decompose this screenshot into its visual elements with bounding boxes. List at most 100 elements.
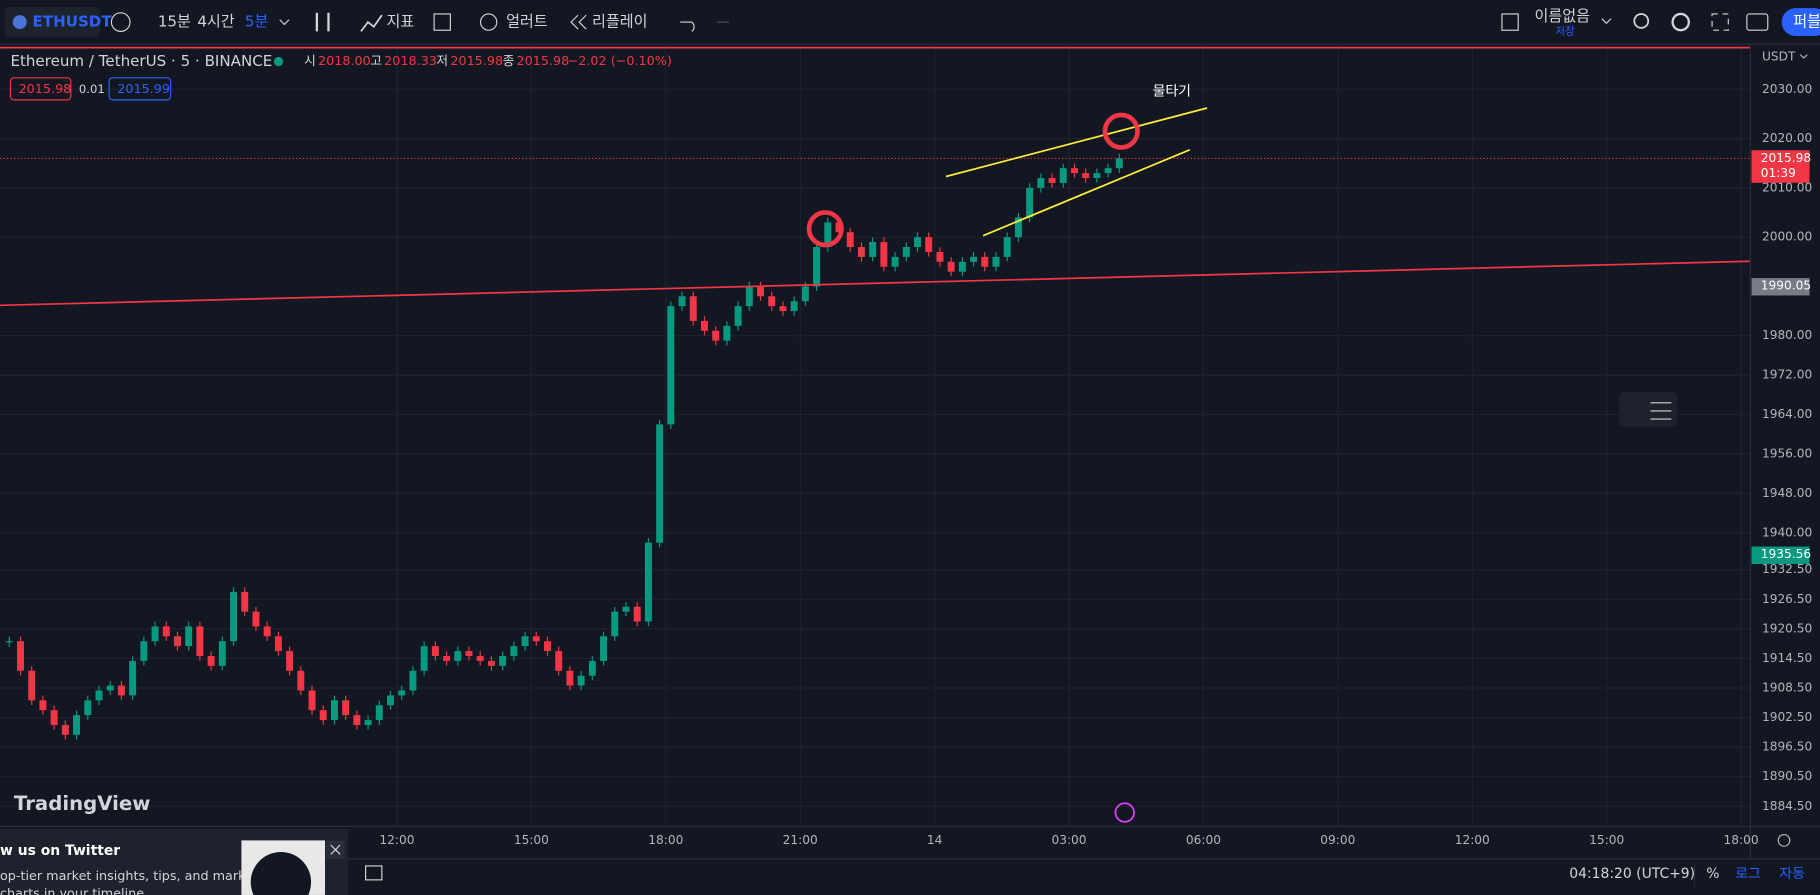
candle (521, 636, 529, 647)
candle (914, 237, 921, 248)
candle (757, 286, 765, 297)
candle (28, 670, 36, 701)
search-button[interactable] (1633, 13, 1650, 29)
high-label: 고 (370, 54, 382, 69)
x-tick-label: 03:00 (1051, 833, 1086, 847)
log-toggle[interactable]: 로그 (1735, 866, 1761, 882)
chart-type-button[interactable] (315, 12, 330, 32)
candle (1037, 178, 1045, 188)
interval-5m[interactable]: 5분 (245, 13, 269, 31)
open-label: 시 (304, 54, 316, 69)
candle (880, 242, 888, 267)
plot (0, 153, 1751, 740)
candle (84, 700, 92, 716)
trend-line-red (0, 260, 1751, 307)
candle (454, 651, 462, 661)
currency-label[interactable]: USDT (1762, 49, 1796, 63)
axis-settings[interactable] (1777, 834, 1791, 847)
layout-name[interactable]: 이름없음 (1534, 7, 1590, 25)
y-tick-label: 1932.50 (1762, 562, 1812, 576)
y-tick-label: 2020.00 (1762, 131, 1812, 145)
indicators-button[interactable]: 지표 (387, 13, 415, 31)
interval-dropdown[interactable] (279, 19, 290, 26)
candle (252, 611, 260, 627)
replay-icon (570, 14, 587, 30)
candle (970, 256, 978, 262)
candle (667, 306, 675, 425)
candle (902, 247, 910, 257)
candle (185, 626, 193, 647)
y-tick-label: 1980.00 (1762, 328, 1812, 342)
x-tick-label: 06:00 (1186, 833, 1221, 847)
alert-button[interactable]: 얼러트 (506, 13, 548, 31)
publish-label[interactable]: 퍼블 (1793, 13, 1820, 31)
undo-button[interactable] (680, 21, 695, 32)
date-range-button[interactable] (365, 865, 383, 881)
interval-15m[interactable]: 15분 (158, 13, 191, 31)
candle (633, 606, 641, 622)
candle (869, 242, 877, 257)
candle (409, 670, 417, 691)
candle (420, 646, 428, 671)
trend-line-lower[interactable] (982, 148, 1191, 237)
candle (487, 660, 495, 666)
candle (947, 261, 955, 272)
candle (297, 670, 305, 691)
price-label-box (1751, 150, 1810, 183)
y-tick-label: 1972.00 (1762, 368, 1812, 382)
candle (577, 675, 585, 686)
templates-button[interactable] (433, 13, 451, 31)
y-tick-label: 1948.00 (1762, 486, 1812, 500)
popup-line: charts in your timeline (0, 886, 144, 895)
candle (230, 591, 238, 642)
percent-toggle[interactable]: % (1706, 866, 1719, 882)
replay-button[interactable]: 리플레이 (592, 13, 648, 31)
candle (286, 651, 294, 671)
fullscreen-button[interactable] (1711, 13, 1729, 31)
candle (465, 651, 473, 656)
x-tick-label: 09:00 (1320, 833, 1355, 847)
candle (17, 641, 24, 671)
save-label[interactable]: 저장 (1555, 25, 1575, 37)
candle (173, 636, 181, 647)
object-tree-widget[interactable] (1619, 392, 1678, 428)
publish-button[interactable] (1781, 8, 1820, 37)
candle (1115, 158, 1123, 169)
layout-dropdown[interactable] (1601, 18, 1612, 25)
circle-marker[interactable] (1102, 112, 1140, 150)
candle (846, 232, 854, 248)
interval-4h[interactable]: 4시간 (197, 13, 234, 31)
candle (218, 641, 226, 666)
candle (544, 641, 551, 652)
candle (319, 710, 327, 721)
symbol[interactable]: ETHUSDT (33, 13, 113, 31)
candle (801, 286, 809, 302)
event-icon[interactable] (1114, 802, 1135, 823)
symbol-button[interactable] (4, 7, 100, 38)
settings-button[interactable] (1671, 12, 1690, 32)
currency-dropdown[interactable] (1799, 54, 1808, 59)
circle-marker[interactable] (806, 210, 844, 248)
eth-icon (12, 15, 27, 30)
screenshot-button[interactable] (1746, 13, 1769, 31)
candle (353, 715, 361, 725)
layout-button[interactable] (1501, 13, 1519, 31)
candle (588, 660, 596, 676)
compare-button[interactable] (110, 12, 131, 32)
y-tick-label: 1890.50 (1762, 769, 1812, 783)
watermark: TradingView (14, 792, 151, 815)
price-label: 1990.05 (1761, 279, 1811, 293)
candle (745, 286, 753, 307)
x-tick-label: 12:00 (1455, 833, 1490, 847)
candle (723, 325, 731, 341)
auto-toggle[interactable]: 자동 (1779, 866, 1805, 882)
candle (622, 606, 630, 612)
candle (274, 636, 282, 652)
trend-line-upper[interactable] (945, 107, 1208, 178)
candle (734, 306, 742, 326)
price-label-box (1751, 546, 1810, 564)
annotation[interactable]: 물타기 (1153, 84, 1191, 100)
candle (308, 690, 316, 711)
